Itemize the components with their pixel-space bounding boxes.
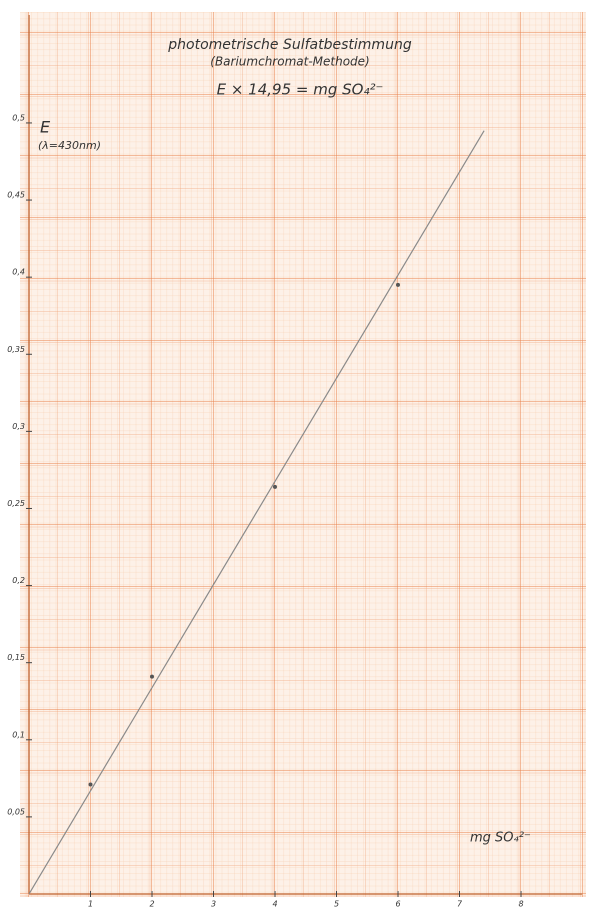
y-tick-label: 0,2 bbox=[12, 576, 25, 585]
y-tick-label: 0,35 bbox=[7, 345, 25, 354]
y-tick-label: 0,3 bbox=[12, 422, 25, 431]
x-tick-label: 7 bbox=[457, 900, 463, 909]
y-axis-note: (λ=430nm) bbox=[38, 139, 101, 152]
y-tick-label: 0,45 bbox=[7, 191, 25, 200]
data-point bbox=[89, 783, 93, 787]
graph-paper bbox=[20, 12, 586, 897]
data-point bbox=[273, 485, 277, 489]
data-point bbox=[150, 675, 154, 679]
x-tick-label: 4 bbox=[272, 900, 277, 909]
chart-subtitle: (Bariumchromat-Methode) bbox=[210, 55, 369, 69]
chart: photometrische Sulfatbestimmung (Bariumc… bbox=[0, 0, 595, 910]
x-tick-label: 1 bbox=[88, 900, 93, 909]
x-tick-label: 2 bbox=[149, 900, 154, 909]
chart-title: photometrische Sulfatbestimmung bbox=[167, 37, 412, 53]
x-tick-label: 3 bbox=[211, 900, 216, 909]
data-point bbox=[396, 283, 400, 287]
y-tick-label: 0,5 bbox=[12, 113, 25, 122]
y-axis-label: E bbox=[40, 118, 51, 137]
y-tick-label: 0,15 bbox=[7, 653, 25, 662]
y-tick-label: 0,1 bbox=[12, 730, 25, 739]
x-axis-label: mg SO₄²⁻ bbox=[470, 831, 531, 846]
x-tick-label: 6 bbox=[395, 900, 400, 909]
y-tick-label: 0,25 bbox=[7, 499, 25, 508]
y-tick-label: 0,05 bbox=[7, 807, 25, 816]
x-tick-label: 5 bbox=[334, 900, 339, 909]
formula: E × 14,95 = mg SO₄²⁻ bbox=[217, 81, 384, 99]
y-tick-label: 0,4 bbox=[12, 268, 25, 277]
x-tick-label: 8 bbox=[518, 900, 523, 909]
